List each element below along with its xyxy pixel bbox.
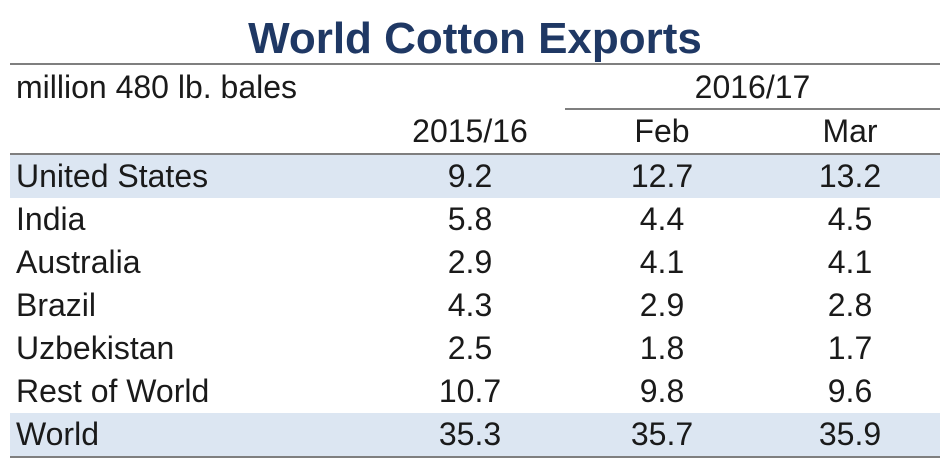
table-cell: 4.5 — [827, 201, 873, 237]
units-label: million 480 lb. bales — [16, 69, 298, 105]
row-label: Rest of World — [16, 373, 210, 409]
table-cell: 2.5 — [447, 330, 493, 366]
row-label: World — [16, 416, 99, 452]
table-cell: 4.1 — [827, 244, 873, 280]
table-body: United States 9.2 12.7 13.2 India 5.8 4.… — [10, 155, 940, 458]
table-title: World Cotton Exports — [248, 14, 702, 63]
table-cell: 4.3 — [447, 287, 493, 323]
row-label: Brazil — [16, 287, 97, 323]
table-cell: 1.8 — [639, 330, 685, 366]
group-header-rule — [565, 108, 940, 110]
table-row: Australia 2.9 4.1 4.1 — [10, 241, 940, 284]
table-cell: 4.4 — [639, 201, 685, 237]
table-row: Brazil 4.3 2.9 2.8 — [10, 284, 940, 327]
row-label: India — [16, 201, 86, 237]
table-row: Rest of World 10.7 9.8 9.6 — [10, 370, 940, 413]
column-header-feb: Feb — [634, 113, 690, 149]
table-cell: 4.1 — [639, 244, 685, 280]
table-cell: 35.3 — [438, 416, 502, 452]
row-label: United States — [16, 158, 209, 194]
table-cell: 35.9 — [818, 416, 882, 452]
group-header-label: 2016/17 — [694, 69, 811, 105]
table-cell: 1.7 — [827, 330, 873, 366]
table-cell: 2.9 — [447, 244, 493, 280]
column-header-2015-16: 2015/16 — [412, 113, 528, 149]
table-cell: 5.8 — [447, 201, 493, 237]
table-cell: 2.9 — [639, 287, 685, 323]
header-divider — [10, 153, 940, 155]
table-row: Uzbekistan 2.5 1.8 1.7 — [10, 327, 940, 370]
table-cell: 13.2 — [818, 158, 882, 194]
table-row-total: World 35.3 35.7 35.9 — [10, 413, 940, 458]
row-label: Australia — [16, 244, 141, 280]
column-header-mar: Mar — [822, 113, 878, 149]
table-cell: 9.2 — [447, 158, 493, 194]
table-row: United States 9.2 12.7 13.2 — [10, 155, 940, 198]
row-label: Uzbekistan — [16, 330, 175, 366]
table-cell: 9.8 — [639, 373, 685, 409]
table-cell: 35.7 — [630, 416, 694, 452]
table-cell: 10.7 — [438, 373, 502, 409]
table-row: India 5.8 4.4 4.5 — [10, 198, 940, 241]
table-cell: 2.8 — [827, 287, 873, 323]
table-cell: 12.7 — [630, 158, 694, 194]
table-cell: 9.6 — [827, 373, 873, 409]
table-header: million 480 lb. bales 2016/17 2015/16 Fe… — [10, 63, 940, 155]
